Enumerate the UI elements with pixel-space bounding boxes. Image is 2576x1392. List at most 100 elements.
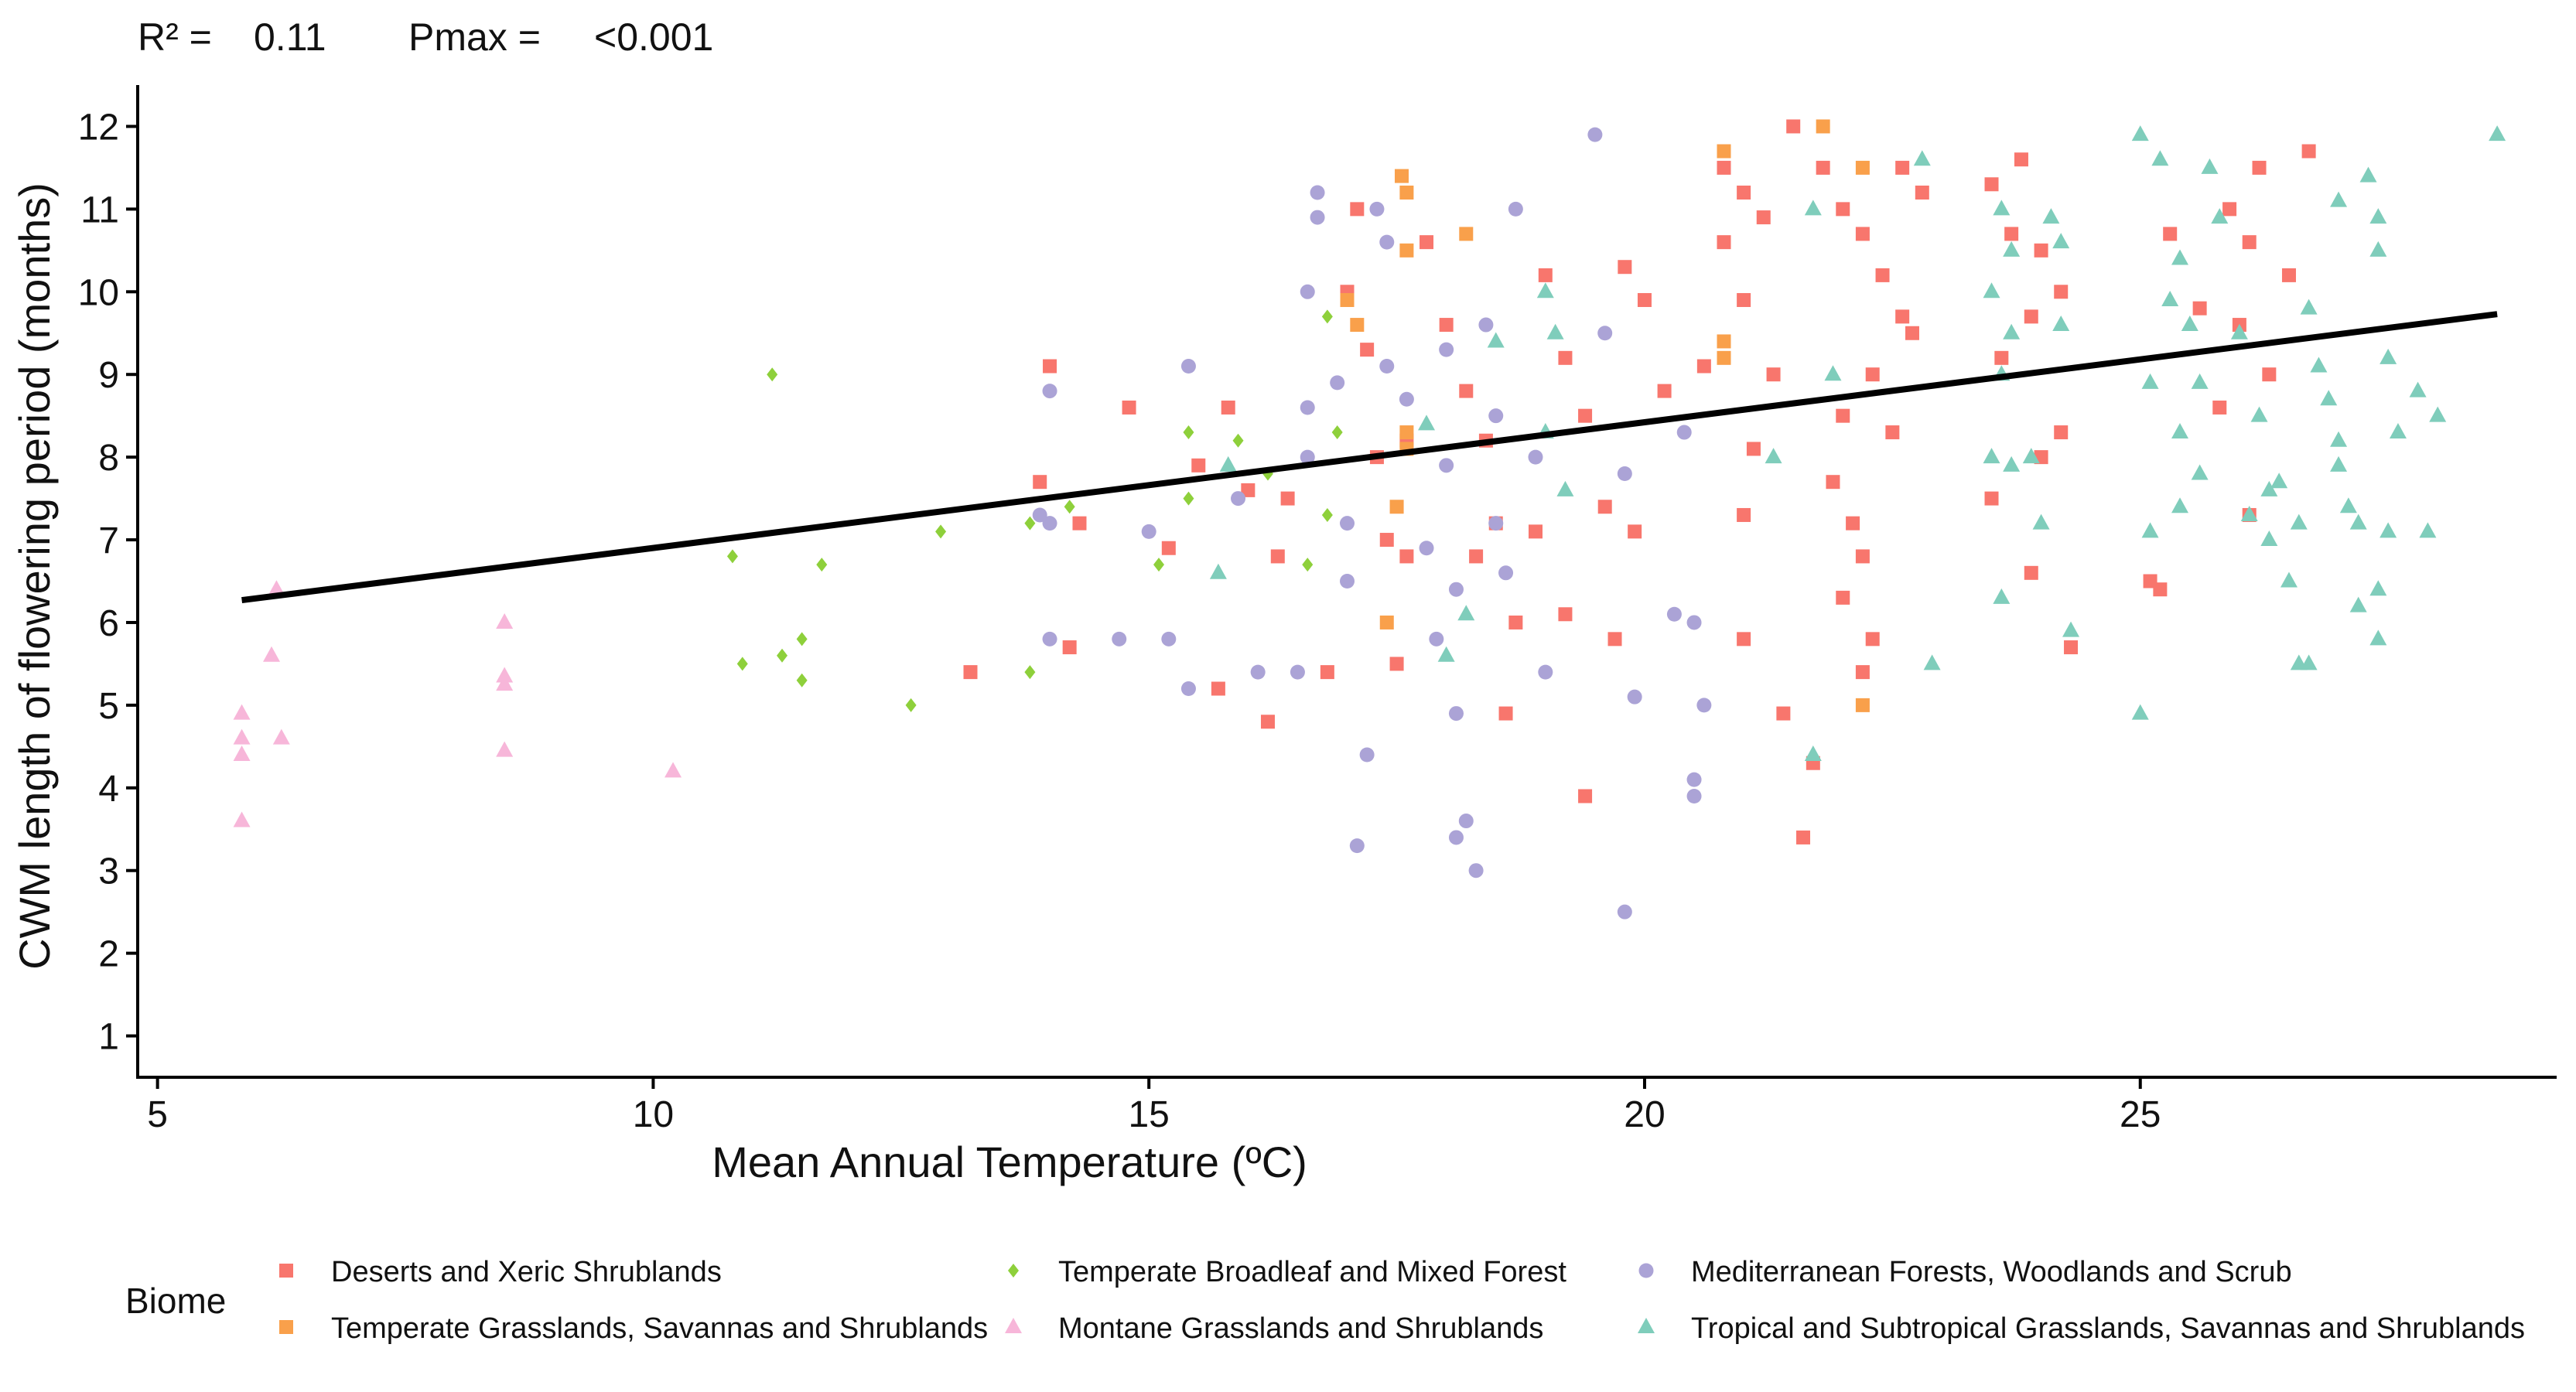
data-point: [1399, 549, 1414, 564]
y-tick-label: 3: [98, 851, 119, 892]
data-point: [1637, 292, 1652, 307]
data-point: [496, 612, 514, 629]
data-point: [1804, 745, 1822, 762]
data-point: [1657, 384, 1672, 398]
data-point: [2369, 580, 2387, 596]
data-point: [1429, 631, 1444, 647]
regression-line: [241, 311, 2498, 604]
data-point: [1865, 367, 1880, 382]
data-point: [905, 698, 917, 712]
data-point: [1855, 227, 1870, 241]
data-point: [935, 524, 947, 539]
data-point: [1420, 235, 1434, 250]
data-point: [1300, 449, 1315, 465]
data-point: [1419, 541, 1434, 556]
data-point: [496, 741, 514, 757]
data-point: [2141, 522, 2159, 538]
data-point: [2052, 233, 2070, 249]
x-tick-label: 20: [1624, 1094, 1665, 1135]
data-point: [2419, 522, 2437, 538]
data-point: [1180, 359, 1196, 374]
data-point: [1627, 689, 1642, 705]
x-tick-label: 15: [1128, 1094, 1169, 1135]
data-point: [1855, 698, 1870, 712]
data-point: [2290, 513, 2308, 530]
data-point: [2211, 208, 2229, 224]
data-point: [233, 811, 251, 827]
data-point: [2330, 191, 2348, 207]
data-point: [1379, 533, 1394, 548]
data-point: [1686, 788, 1702, 803]
data-point: [2004, 227, 2019, 241]
data-point: [2212, 400, 2227, 415]
data-point: [1737, 292, 1751, 307]
data-point: [2171, 249, 2189, 265]
data-point: [1578, 408, 1593, 423]
data-point: [1448, 706, 1464, 722]
data-point: [2171, 423, 2189, 439]
data-point: [2003, 455, 2021, 472]
data-point: [2409, 381, 2427, 397]
data-point: [1280, 491, 1295, 506]
data-point: [1994, 350, 2009, 365]
data-point: [2230, 323, 2248, 339]
data-point: [1498, 706, 1513, 721]
data-point: [1558, 607, 1573, 622]
data-point: [2014, 152, 2028, 167]
data-point: [664, 762, 682, 778]
legend-item: Tropical and Subtropical Grasslands, Sav…: [1638, 1312, 2525, 1345]
data-point: [2052, 316, 2070, 332]
data-point: [726, 549, 738, 564]
data-point: [1389, 657, 1404, 671]
data-point: [1389, 500, 1404, 514]
data-point: [2369, 208, 2387, 224]
data-point: [1538, 664, 1553, 680]
data-point: [1032, 507, 1047, 523]
data-point: [2301, 144, 2316, 159]
data-point: [1836, 408, 1850, 423]
data-point: [1458, 814, 1474, 829]
data-point: [1804, 200, 1822, 216]
data-point: [2489, 125, 2506, 142]
data-point: [1211, 681, 1225, 696]
legend-label: Temperate Grasslands, Savannas and Shrub…: [331, 1312, 988, 1345]
data-point: [1399, 243, 1414, 258]
y-tick-label: 11: [80, 189, 119, 230]
data-point: [1331, 425, 1343, 440]
data-point: [1033, 475, 1047, 490]
data-point: [1161, 631, 1177, 647]
data-point: [1717, 334, 1731, 349]
data-point: [1546, 323, 1564, 339]
data-point: [1528, 449, 1543, 465]
data-point: [2260, 480, 2278, 496]
data-point: [1457, 605, 1475, 621]
legend-item: Temperate Grasslands, Savannas and Shrub…: [279, 1312, 988, 1345]
p-label: Pmax =: [408, 15, 541, 59]
data-point: [963, 665, 978, 680]
data-point: [1913, 150, 1931, 166]
data-point: [1915, 185, 1929, 200]
data-point: [1737, 632, 1751, 647]
legend-key: [1638, 1263, 1654, 1278]
data-point: [233, 704, 251, 720]
data-point: [1558, 350, 1573, 365]
data-point: [1153, 558, 1165, 572]
data-point: [2201, 158, 2219, 174]
data-point: [1984, 177, 1999, 192]
data-point: [1379, 615, 1394, 629]
data-point: [1737, 185, 1751, 200]
data-point: [268, 580, 285, 596]
data-point: [1141, 524, 1156, 539]
data-point: [1905, 326, 1919, 340]
data-point: [2003, 241, 2021, 257]
data-point: [1717, 160, 1731, 175]
data-point: [1360, 343, 1375, 357]
data-point: [2151, 150, 2169, 166]
y-tick-label: 9: [98, 355, 119, 396]
legend-key: [1638, 1318, 1655, 1333]
data-point: [1923, 654, 1941, 670]
data-point: [1826, 475, 1840, 490]
data-point: [1538, 268, 1553, 282]
legend-key: [1005, 1318, 1022, 1333]
